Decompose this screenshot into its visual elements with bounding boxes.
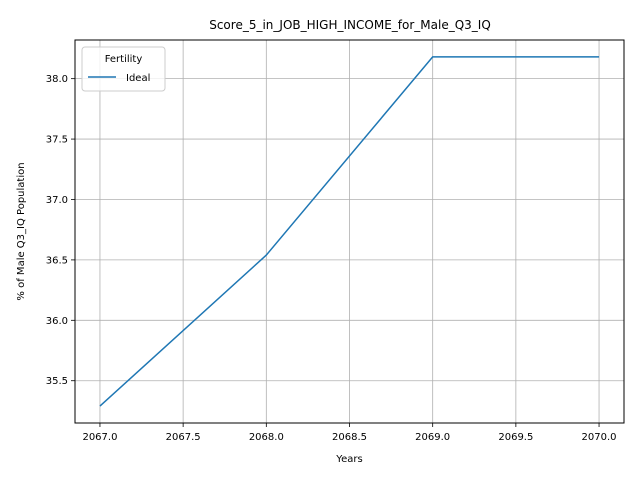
x-tick-label: 2069.5 [498, 432, 533, 443]
y-tick-label: 38.0 [46, 74, 68, 85]
series-line [99, 56, 600, 407]
legend-entry: Ideal [126, 73, 150, 84]
x-axis-label: Years [335, 454, 362, 465]
y-tick-label: 35.5 [46, 376, 68, 387]
x-tick-label: 2070.0 [582, 432, 617, 443]
legend-items: Ideal [88, 73, 150, 84]
axes-frame [74, 39, 625, 424]
axis-ticks: 2067.0 2067.5 2068.0 2068.5 2069.0 2069.5 2070… [46, 74, 617, 443]
legend-title: Fertility [105, 54, 143, 65]
y-tick-label: 36.0 [46, 316, 68, 327]
x-tick-label: 2068.5 [332, 432, 367, 443]
chart-title: Score_5_in_JOB_HIGH_INCOME_for_Male_Q3_I… [209, 18, 491, 32]
y-tick-label: 36.5 [46, 255, 68, 266]
x-tick-label: 2067.0 [82, 432, 117, 443]
grid-lines [75, 40, 624, 423]
y-tick-label: 37.0 [46, 195, 68, 206]
legend-box [81, 46, 166, 92]
x-tick-label: 2069.0 [415, 432, 450, 443]
x-tick-label: 2068.0 [249, 432, 284, 443]
legend: Fertility Ideal [81, 46, 166, 92]
y-tick-label: 37.5 [46, 135, 68, 146]
y-axis-label: % of Male Q3_IQ Population [16, 162, 27, 300]
series-lines [99, 56, 600, 407]
x-tick-label: 2067.5 [166, 432, 201, 443]
